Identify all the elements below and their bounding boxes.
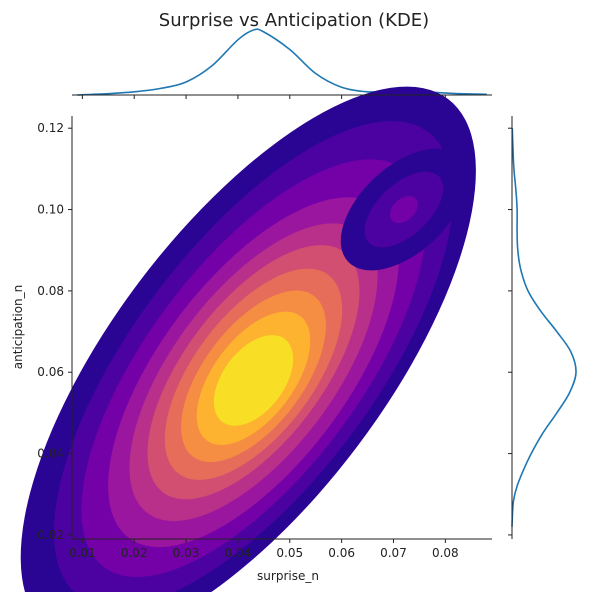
kde-contour-level-10 xyxy=(213,335,294,426)
chart-title: Surprise vs Anticipation (KDE) xyxy=(159,10,429,31)
kde-contour-layers xyxy=(20,86,476,592)
y-tick-label: 0.02 xyxy=(37,528,64,542)
x-tick-label: 0.06 xyxy=(328,546,355,560)
y-tick-label: 0.12 xyxy=(37,121,64,135)
axes-group: 0.01 0.02 0.03 0.04 0.05 0.06 0.07 0.08 0.02 0.04… xyxy=(37,94,513,560)
y-tick-label: 0.10 xyxy=(37,203,64,217)
right-marginal-panel xyxy=(511,128,577,527)
x-tick-label: 0.05 xyxy=(276,546,303,560)
x-tick-label: 0.03 xyxy=(173,546,200,560)
y-axis-label: anticipation_n xyxy=(11,285,25,370)
x-tick-label: 0.08 xyxy=(432,546,459,560)
x-axis-label: surprise_n xyxy=(257,569,319,583)
x-tick-label: 0.07 xyxy=(380,546,407,560)
y-tick-label: 0.04 xyxy=(37,447,64,461)
y-tick-label: 0.06 xyxy=(37,365,64,379)
y-tick-label: 0.08 xyxy=(37,284,64,298)
main-kde-panel xyxy=(20,86,476,592)
x-tick-label: 0.04 xyxy=(225,546,252,560)
kde-secondary-level-3 xyxy=(390,195,418,224)
top-marginal-kde-line xyxy=(77,28,487,96)
right-marginal-kde-line xyxy=(511,128,577,527)
x-tick-label: 0.02 xyxy=(121,546,148,560)
x-tick-label: 0.01 xyxy=(69,546,96,560)
top-marginal-panel xyxy=(77,28,487,96)
